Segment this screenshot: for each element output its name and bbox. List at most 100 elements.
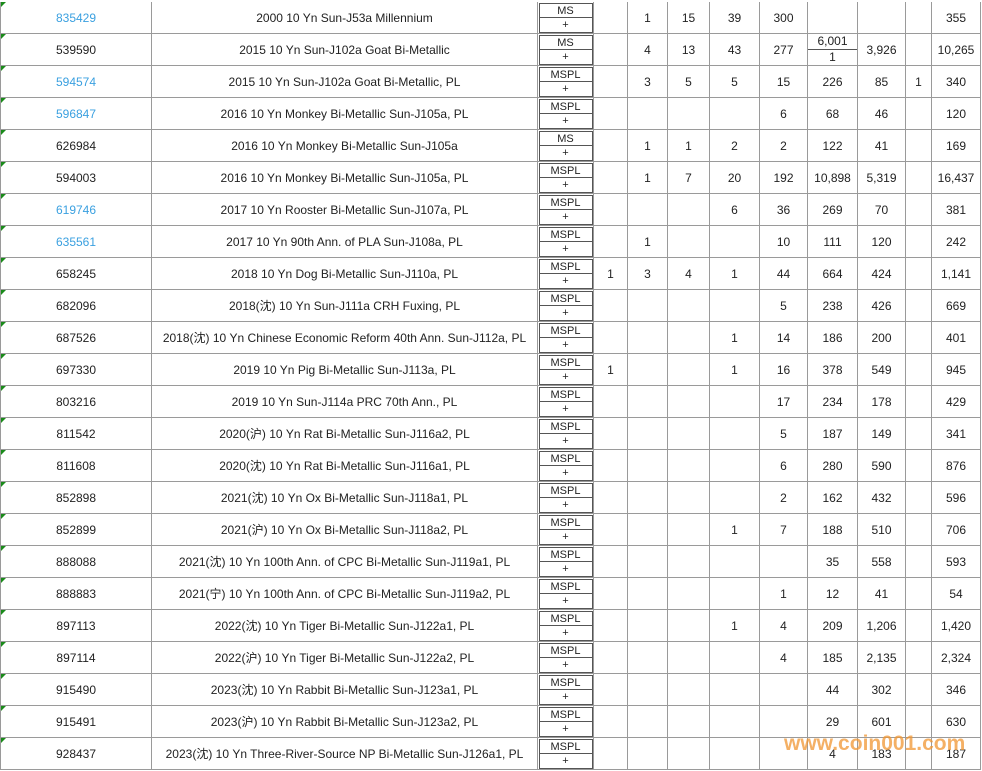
grade-label: MSPL [538, 738, 593, 754]
count-cell: 15 [668, 2, 710, 34]
count-cell: 187 [808, 418, 858, 450]
grade-cell: MSPL + [538, 258, 594, 290]
table-row: 635561 2017 10 Yn 90th Ann. of PLA Sun-J1… [0, 226, 981, 258]
count-cell: 20 [710, 162, 760, 194]
empty-cell [668, 418, 710, 450]
grade-cell: MSPL + [538, 98, 594, 130]
empty-cell [710, 546, 760, 578]
description-cell: 2015 10 Yn Sun-J102a Goat Bi-Metallic, P… [152, 66, 538, 98]
count-cell: 85 [858, 66, 906, 98]
grade-plus: + [538, 753, 593, 769]
empty-cell [668, 98, 710, 130]
grade-label: MSPL [538, 386, 593, 402]
id-cell: 594003 [0, 162, 152, 194]
description-cell: 2021(沈) 10 Yn 100th Ann. of CPC Bi-Metal… [152, 546, 538, 578]
id-cell: 539590 [0, 34, 152, 66]
empty-cell [906, 674, 932, 706]
empty-cell [906, 354, 932, 386]
empty-cell [710, 578, 760, 610]
grade-cell: MSPL + [538, 194, 594, 226]
count-cell: 188 [808, 514, 858, 546]
grade-label: MSPL [538, 194, 593, 210]
grade-plus: + [538, 305, 593, 321]
count-cell: 54 [932, 578, 981, 610]
count-cell: 6 [760, 450, 808, 482]
grade-label: MS [538, 34, 593, 50]
empty-cell [710, 738, 760, 770]
count-cell: 432 [858, 482, 906, 514]
count-cell: 41 [858, 130, 906, 162]
comment-marker [1, 290, 6, 295]
grade-plus: + [538, 337, 593, 353]
grade-plus: + [538, 529, 593, 545]
empty-cell [760, 546, 808, 578]
empty-cell [760, 738, 808, 770]
table-row: 811608 2020(沈) 10 Yn Rat Bi-Metallic Sun-… [0, 450, 981, 482]
count-cell: 3,926 [858, 34, 906, 66]
grade-label: MSPL [538, 226, 593, 242]
count-cell: 234 [808, 386, 858, 418]
comment-marker [1, 546, 6, 551]
count-cell: 1 [906, 66, 932, 98]
count-cell: 1,141 [932, 258, 981, 290]
empty-cell [628, 642, 668, 674]
empty-cell [906, 706, 932, 738]
grade-plus: + [538, 145, 593, 161]
comment-marker [1, 578, 6, 583]
grade-label: MSPL [538, 66, 593, 82]
count-cell: 3 [628, 258, 668, 290]
grade-label: MSPL [538, 418, 593, 434]
empty-cell [668, 194, 710, 226]
count-cell: 3 [628, 66, 668, 98]
empty-cell [710, 706, 760, 738]
empty-cell [906, 546, 932, 578]
grade-plus: + [538, 561, 593, 577]
description-cell: 2023(沈) 10 Yn Three-River-Source NP Bi-M… [152, 738, 538, 770]
empty-cell [668, 482, 710, 514]
table-row: 928437 2023(沈) 10 Yn Three-River-Source N… [0, 738, 981, 770]
grade-plus: + [538, 497, 593, 513]
comment-marker [1, 514, 6, 519]
count-cell: 209 [808, 610, 858, 642]
grade-cell: MSPL + [538, 674, 594, 706]
count-cell: 70 [858, 194, 906, 226]
empty-cell [668, 322, 710, 354]
empty-cell [906, 450, 932, 482]
count-cell: 149 [858, 418, 906, 450]
count-cell: 44 [760, 258, 808, 290]
count-cell: 269 [808, 194, 858, 226]
grade-cell: MSPL + [538, 514, 594, 546]
count-cell: 5 [760, 418, 808, 450]
description-cell: 2018(沈) 10 Yn Sun-J111a CRH Fuxing, PL [152, 290, 538, 322]
count-cell: 424 [858, 258, 906, 290]
grade-label: MSPL [538, 674, 593, 690]
grade-label: MSPL [538, 258, 593, 274]
empty-cell [594, 322, 628, 354]
comment-marker [1, 386, 6, 391]
description-cell: 2022(沈) 10 Yn Tiger Bi-Metallic Sun-J122… [152, 610, 538, 642]
count-cell: 426 [858, 290, 906, 322]
empty-cell [594, 98, 628, 130]
empty-cell [906, 258, 932, 290]
description-cell: 2023(沈) 10 Yn Rabbit Bi-Metallic Sun-J12… [152, 674, 538, 706]
grade-cell: MSPL + [538, 226, 594, 258]
grade-label: MSPL [538, 578, 593, 594]
empty-cell [628, 738, 668, 770]
description-cell: 2019 10 Yn Sun-J114a PRC 70th Ann., PL [152, 386, 538, 418]
grade-cell: MSPL + [538, 450, 594, 482]
count-cell: 1 [594, 258, 628, 290]
grade-cell: MSPL + [538, 66, 594, 98]
count-cell: 6 [760, 98, 808, 130]
grade-cell: MSPL + [538, 386, 594, 418]
empty-cell [906, 226, 932, 258]
empty-cell [906, 2, 932, 34]
count-cell: 111 [808, 226, 858, 258]
count-cell: 39 [710, 2, 760, 34]
count-cell: 706 [932, 514, 981, 546]
description-cell: 2019 10 Yn Pig Bi-Metallic Sun-J113a, PL [152, 354, 538, 386]
description-cell: 2016 10 Yn Monkey Bi-Metallic Sun-J105a,… [152, 162, 538, 194]
grade-plus: + [538, 273, 593, 289]
comment-marker [1, 194, 6, 199]
table-row: 687526 2018(沈) 10 Yn Chinese Economic Ref… [0, 322, 981, 354]
count-cell: 664 [808, 258, 858, 290]
